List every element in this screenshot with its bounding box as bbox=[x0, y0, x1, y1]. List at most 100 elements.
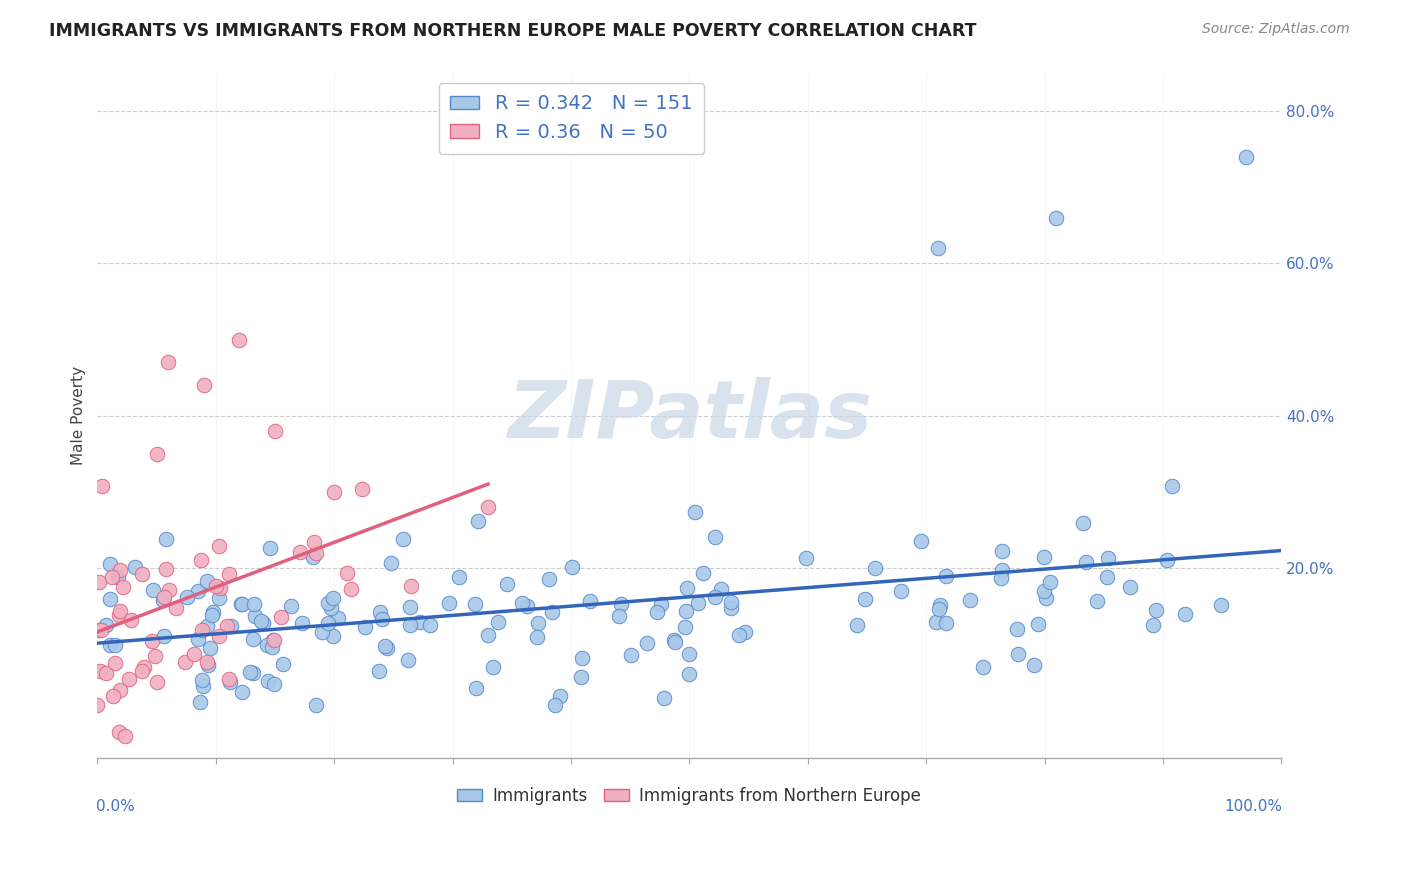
Point bbox=[209, 581, 232, 595]
Point bbox=[323, 484, 346, 499]
Point bbox=[187, 584, 209, 599]
Point bbox=[231, 598, 253, 612]
Point bbox=[94, 665, 117, 680]
Point bbox=[91, 479, 114, 493]
Point bbox=[972, 660, 994, 674]
Text: 0.0%: 0.0% bbox=[96, 799, 135, 814]
Point bbox=[252, 616, 274, 631]
Point bbox=[544, 698, 567, 712]
Point bbox=[100, 570, 122, 584]
Point bbox=[98, 591, 121, 606]
Point bbox=[263, 677, 285, 691]
Point bbox=[678, 667, 700, 681]
Point bbox=[350, 483, 373, 497]
Point bbox=[103, 689, 125, 703]
Point bbox=[399, 600, 422, 615]
Point bbox=[188, 696, 211, 710]
Point bbox=[257, 673, 280, 688]
Point bbox=[645, 605, 668, 619]
Point bbox=[152, 592, 174, 607]
Point bbox=[107, 725, 129, 739]
Point bbox=[322, 629, 344, 643]
Point bbox=[249, 614, 271, 628]
Point bbox=[131, 567, 153, 582]
Text: ZIPatlas: ZIPatlas bbox=[508, 376, 872, 455]
Point bbox=[190, 623, 212, 637]
Point bbox=[118, 672, 141, 686]
Point bbox=[675, 581, 697, 595]
Point bbox=[1087, 594, 1109, 608]
Point bbox=[219, 619, 242, 633]
Point bbox=[890, 584, 912, 599]
Point bbox=[683, 505, 706, 519]
Point bbox=[263, 632, 285, 647]
Point bbox=[354, 620, 377, 634]
Point bbox=[1174, 607, 1197, 621]
Point bbox=[650, 597, 672, 611]
Point bbox=[380, 556, 402, 570]
Point bbox=[104, 656, 127, 670]
Point bbox=[1160, 479, 1182, 493]
Point bbox=[302, 549, 325, 564]
Point bbox=[231, 597, 253, 611]
Point bbox=[322, 591, 344, 606]
Point bbox=[193, 378, 215, 392]
Point bbox=[1071, 516, 1094, 530]
Point bbox=[319, 601, 342, 615]
Point bbox=[927, 241, 949, 255]
Text: Source: ZipAtlas.com: Source: ZipAtlas.com bbox=[1202, 22, 1350, 37]
Point bbox=[1045, 211, 1067, 225]
Point bbox=[108, 604, 131, 618]
Point bbox=[141, 633, 163, 648]
Point bbox=[692, 566, 714, 580]
Point bbox=[183, 647, 205, 661]
Point bbox=[482, 660, 505, 674]
Point bbox=[165, 600, 187, 615]
Point bbox=[98, 638, 121, 652]
Point bbox=[486, 615, 509, 629]
Point bbox=[496, 576, 519, 591]
Point bbox=[218, 672, 240, 686]
Text: IMMIGRANTS VS IMMIGRANTS FROM NORTHERN EUROPE MALE POVERTY CORRELATION CHART: IMMIGRANTS VS IMMIGRANTS FROM NORTHERN E… bbox=[49, 22, 977, 40]
Point bbox=[205, 579, 228, 593]
Point bbox=[270, 610, 292, 624]
Point bbox=[541, 605, 564, 619]
Point bbox=[90, 623, 112, 637]
Point bbox=[516, 599, 538, 614]
Point bbox=[704, 591, 727, 605]
Point bbox=[959, 593, 981, 607]
Point bbox=[131, 664, 153, 678]
Point bbox=[242, 665, 264, 680]
Point bbox=[208, 591, 231, 605]
Point bbox=[370, 605, 392, 619]
Point bbox=[465, 681, 488, 696]
Point bbox=[392, 533, 415, 547]
Point bbox=[1035, 591, 1057, 605]
Point bbox=[215, 619, 238, 633]
Point bbox=[548, 689, 571, 703]
Point bbox=[1033, 550, 1056, 565]
Point bbox=[336, 566, 359, 581]
Point bbox=[371, 612, 394, 626]
Point bbox=[1234, 150, 1257, 164]
Point bbox=[537, 573, 560, 587]
Point bbox=[1007, 623, 1029, 637]
Point bbox=[1097, 550, 1119, 565]
Point bbox=[678, 647, 700, 661]
Point bbox=[111, 580, 134, 594]
Point bbox=[231, 684, 253, 698]
Point bbox=[607, 609, 630, 624]
Point bbox=[208, 629, 231, 643]
Point bbox=[654, 691, 676, 706]
Point bbox=[1095, 570, 1118, 584]
Point bbox=[467, 514, 489, 528]
Point bbox=[374, 639, 396, 653]
Point bbox=[928, 602, 950, 616]
Point bbox=[910, 533, 932, 548]
Point bbox=[610, 597, 633, 611]
Point bbox=[399, 579, 422, 593]
Point bbox=[290, 616, 312, 631]
Point bbox=[94, 618, 117, 632]
Point bbox=[846, 618, 869, 632]
Point bbox=[1007, 648, 1029, 662]
